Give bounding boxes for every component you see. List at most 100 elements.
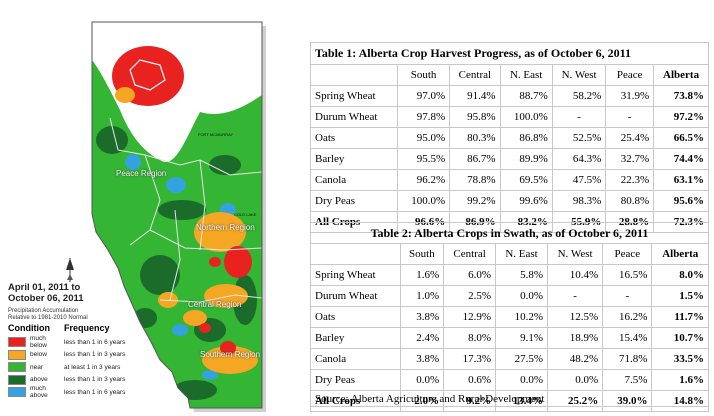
table1-header-row: South Central N. East N. West Peace Albe…: [310, 64, 709, 86]
table-cell: 3.8%: [399, 306, 445, 328]
table-cell: 91.4%: [449, 85, 501, 107]
crops-in-swath-table: Table 2: Alberta Crops in Swath, as of O…: [310, 222, 709, 412]
legend-frequency-header: Frequency: [64, 323, 110, 333]
legend-condition-header: Condition: [8, 323, 50, 333]
row-label: Oats: [310, 127, 398, 149]
legend-condition: above: [30, 376, 48, 384]
peace-region-label: Peace Region: [116, 169, 167, 178]
table-row: Dry Peas 0.0% 0.6% 0.0% 0.0% 7.5% 1.6%: [310, 369, 709, 391]
table-row: Canola 3.8% 17.3% 27.5% 48.2% 71.8% 33.5%: [310, 348, 709, 370]
table-cell: 66.5%: [653, 127, 709, 149]
table-row: Durum Wheat 1.0% 2.5% 0.0% - -1.5%: [310, 285, 709, 307]
legend-row: above less than 1 in 3 years: [8, 374, 178, 387]
col-header: South: [396, 64, 451, 86]
legend-header: Condition Frequency: [8, 323, 178, 333]
table-row: Spring Wheat 1.6% 6.0% 5.8% 10.4% 16.5% 8.0%: [310, 264, 709, 286]
table-cell: 27.5%: [495, 348, 549, 370]
col-header: Central: [443, 243, 497, 265]
legend-swatch: [8, 349, 26, 360]
date-line: October 06, 2011: [8, 293, 84, 304]
alberta-map-graphic: [66, 21, 266, 412]
table-cell: 1.0%: [399, 285, 445, 307]
table-cell: 1.5%: [651, 285, 709, 307]
table1-body: Spring Wheat 97.0% 91.4% 88.7% 58.2% 31.9% 73.…: [310, 85, 709, 233]
precip-caption: Precipitation Accumulation Relative to 1…: [8, 308, 88, 322]
legend-swatch: [8, 337, 26, 348]
table-cell: 69.5%: [499, 169, 553, 191]
table-cell: 95.0%: [396, 127, 451, 149]
legend-frequency: less than 1 in 3 years: [64, 376, 126, 384]
row-label: Oats: [310, 306, 401, 328]
table-cell: 48.2%: [547, 348, 604, 370]
row-label: Canola: [310, 169, 398, 191]
col-header: N. East: [495, 243, 549, 265]
table-cell: 1.6%: [399, 264, 445, 286]
table-cell: 17.3%: [443, 348, 497, 370]
col-header: South: [399, 243, 445, 265]
legend-condition: much above: [30, 385, 48, 400]
legend-frequency: less than 1 in 6 years: [64, 388, 126, 396]
table-cell: 88.7%: [499, 85, 553, 107]
table-cell: 10.2%: [495, 306, 549, 328]
date-line: April 01, 2011 to: [8, 282, 81, 293]
table-cell: 97.0%: [396, 85, 451, 107]
row-label: Spring Wheat: [310, 85, 398, 107]
table-row: Durum Wheat 97.8% 95.8% 100.0% - -97.2%: [310, 106, 709, 128]
table-cell: 0.0%: [495, 285, 549, 307]
table-cell: 1.6%: [651, 369, 709, 391]
col-header: Alberta: [651, 243, 709, 265]
table-cell: -: [605, 106, 655, 128]
table-cell: 8.0%: [651, 264, 709, 286]
table-cell: -: [551, 106, 607, 128]
table-row: Barley 2.4% 8.0% 9.1% 18.9% 15.4% 10.7%: [310, 327, 709, 349]
table-cell: 100.0%: [499, 106, 553, 128]
table-cell: 63.1%: [653, 169, 709, 191]
row-label: Barley: [310, 327, 401, 349]
col-header: Alberta: [653, 64, 709, 86]
table-cell: 95.6%: [653, 190, 709, 212]
table-row: Barley 95.5% 86.7% 89.9% 64.3% 32.7% 74.4%: [310, 148, 709, 170]
precip-line: Relative to 1981-2010 Normal: [8, 315, 88, 321]
table-cell: 71.8%: [602, 348, 653, 370]
row-label: Dry Peas: [310, 369, 401, 391]
table-cell: 99.6%: [499, 190, 553, 212]
row-label: Spring Wheat: [310, 264, 401, 286]
table-cell: 32.7%: [605, 148, 655, 170]
table-cell: 0.0%: [399, 369, 445, 391]
col-header: N. West: [551, 64, 607, 86]
harvest-progress-table: Table 1: Alberta Crop Harvest Progress, …: [310, 42, 709, 233]
table-cell: 0.6%: [443, 369, 497, 391]
table-cell: -: [547, 285, 604, 307]
table-cell: 89.9%: [499, 148, 553, 170]
table-cell: 5.8%: [495, 264, 549, 286]
legend-frequency: less than 1 in 6 years: [64, 338, 126, 346]
legend-condition: below: [30, 351, 47, 359]
table-cell: 97.2%: [653, 106, 709, 128]
table-cell: 95.5%: [396, 148, 451, 170]
legend-row: much below less than 1 in 6 years: [8, 335, 178, 350]
row-label: Durum Wheat: [310, 285, 401, 307]
col-header: N. West: [547, 243, 604, 265]
table-cell: 74.4%: [653, 148, 709, 170]
table-cell: 9.1%: [495, 327, 549, 349]
legend-swatch: [8, 387, 26, 398]
table-cell: 86.7%: [449, 148, 501, 170]
central-region-label: Central Region: [188, 300, 242, 309]
row-label: Barley: [310, 148, 398, 170]
legend-condition: much below: [30, 335, 47, 350]
table-cell: 10.4%: [547, 264, 604, 286]
table2-body: Spring Wheat 1.6% 6.0% 5.8% 10.4% 16.5% 8.0% Du…: [310, 264, 709, 412]
table-cell: 95.8%: [449, 106, 501, 128]
town-label: FORT MCMURRAY: [198, 132, 234, 137]
col-header: Peace: [605, 64, 655, 86]
table-cell: 78.8%: [449, 169, 501, 191]
table-row: Oats 3.8% 12.9% 10.2% 12.5% 16.2% 11.7%: [310, 306, 709, 328]
row-label: Dry Peas: [310, 190, 398, 212]
table-cell: 33.5%: [651, 348, 709, 370]
table-cell: 8.0%: [443, 327, 497, 349]
table-cell: 15.4%: [602, 327, 653, 349]
southern-region-label: Southern Region: [200, 350, 261, 359]
table-cell: 2.5%: [443, 285, 497, 307]
table1-title: Table 1: Alberta Crop Harvest Progress, …: [310, 42, 709, 65]
legend-row: much above less than 1 in 6 years: [8, 385, 178, 400]
